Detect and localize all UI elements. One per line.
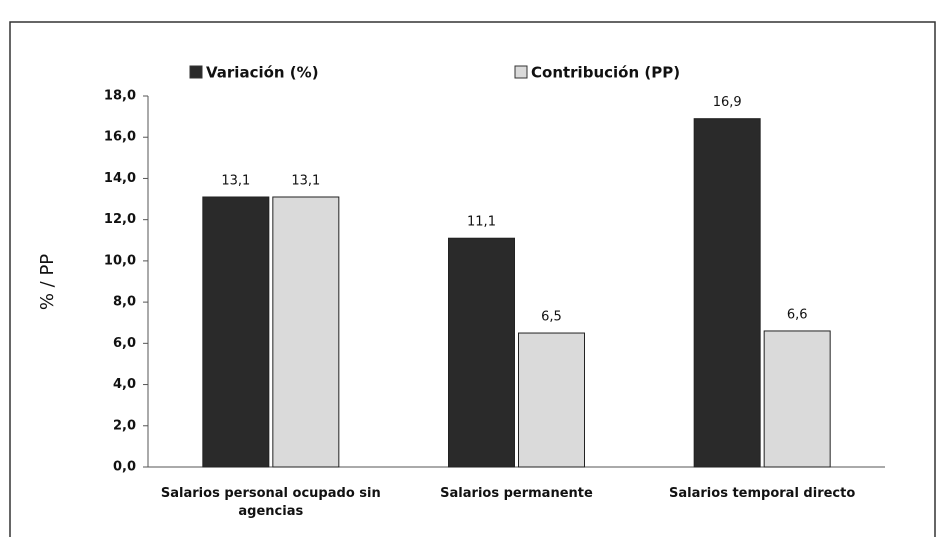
- bar: [763, 330, 831, 468]
- value-label: 6,5: [541, 310, 562, 325]
- y-tick-label: 4,0: [113, 377, 136, 392]
- legend-label: Variación (%): [206, 64, 319, 82]
- value-label: 16,9: [713, 95, 742, 110]
- bar: [202, 196, 270, 468]
- y-tick-label: 0,0: [113, 460, 136, 475]
- y-tick-label: 16,0: [104, 130, 136, 145]
- y-tick-label: 18,0: [104, 89, 136, 104]
- x-tick-label: Salarios personal ocupado sin agencias: [160, 486, 381, 519]
- value-label: 13,1: [291, 173, 320, 188]
- value-label: 6,6: [787, 307, 808, 322]
- y-tick-label: 10,0: [104, 253, 136, 268]
- bar: [448, 237, 515, 468]
- y-tick-label: 2,0: [113, 418, 136, 433]
- value-label: 11,1: [467, 215, 496, 230]
- bar: [272, 196, 340, 468]
- legend-swatch: [514, 65, 528, 79]
- legend-label: Contribución (PP): [531, 64, 680, 82]
- bar: [518, 332, 585, 468]
- y-tick-label: 8,0: [113, 295, 136, 310]
- bar: [693, 118, 761, 468]
- legend-swatch: [189, 65, 203, 79]
- x-tick-label: Salarios permanente: [440, 486, 593, 501]
- y-tick-label: 6,0: [113, 336, 136, 351]
- y-tick-label: 14,0: [104, 171, 136, 186]
- y-tick-label: 12,0: [104, 212, 136, 227]
- value-label: 13,1: [221, 173, 250, 188]
- x-tick-label: Salarios temporal directo: [669, 486, 856, 501]
- y-axis-label: % / PP: [37, 254, 58, 310]
